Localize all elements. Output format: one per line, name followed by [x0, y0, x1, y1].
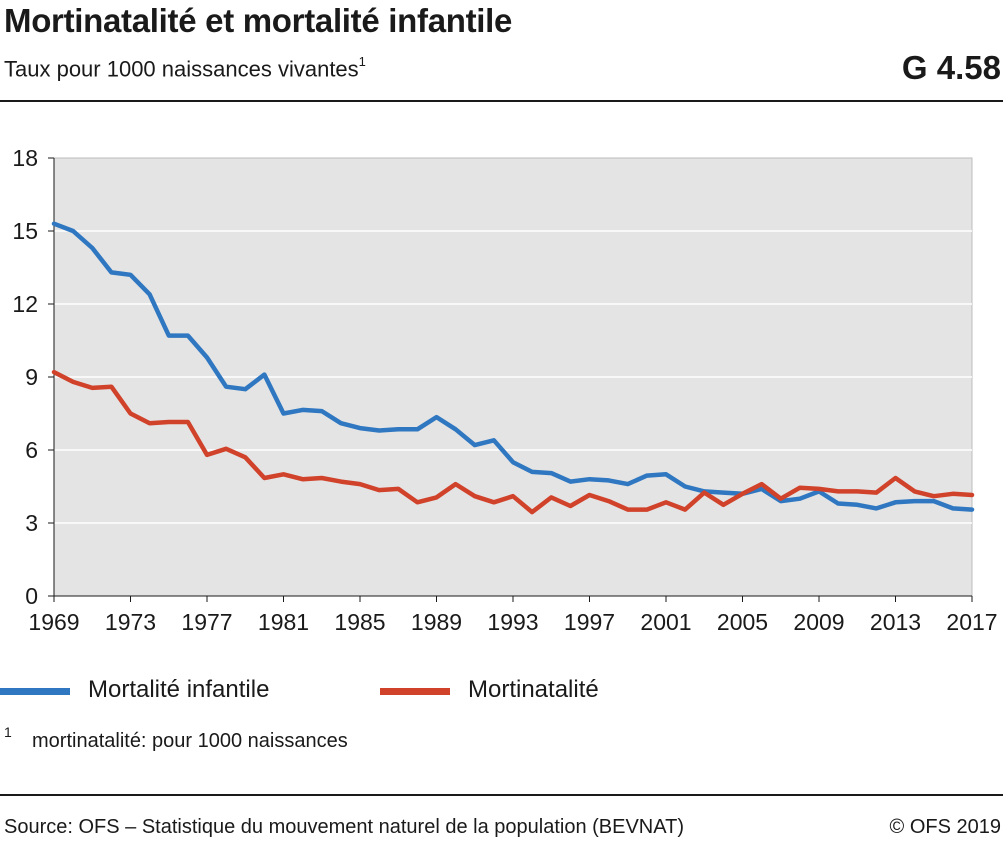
series-line-stillbirth — [51, 369, 975, 515]
legend-swatch-stillbirth — [380, 688, 450, 695]
x-tick-label: 2001 — [640, 609, 691, 635]
x-tick-label: 1997 — [564, 609, 615, 635]
x-tick-label: 1989 — [411, 609, 462, 635]
y-tick-label: 18 — [12, 145, 38, 171]
chart-subtitle: Taux pour 1000 naissances vivantes1 — [4, 54, 366, 82]
x-tick-label: 2013 — [870, 609, 921, 635]
x-tick-label: 1973 — [105, 609, 156, 635]
x-tick-label: 2017 — [946, 609, 997, 635]
header-divider — [0, 100, 1003, 102]
legend-label-stillbirth: Mortinatalité — [468, 676, 599, 703]
legend-swatch-infant — [0, 688, 70, 695]
subtitle-text: Taux pour 1000 naissances vivantes — [4, 56, 359, 82]
x-tick-label: 1969 — [28, 609, 79, 635]
chart-code: G 4.58 — [901, 49, 1001, 86]
footnote-mark: 1 — [4, 724, 12, 740]
x-tick-label: 1985 — [334, 609, 385, 635]
x-tick-label: 2009 — [793, 609, 844, 635]
legend-label-infant: Mortalité infantile — [88, 676, 270, 703]
footer-divider — [0, 794, 1003, 796]
y-tick-label: 9 — [25, 364, 38, 390]
copyright: © OFS 2019 — [889, 816, 1001, 838]
subtitle-note-marker: 1 — [358, 54, 366, 69]
x-tick-label: 1993 — [487, 609, 538, 635]
y-tick-label: 3 — [25, 510, 38, 536]
footnote-text: mortinatalité: pour 1000 naissances — [32, 730, 348, 752]
source-note: Source: OFS – Statistique du mouvement n… — [4, 816, 684, 838]
x-tick-label: 2005 — [717, 609, 768, 635]
y-tick-label: 0 — [25, 583, 38, 609]
line-chart: 0 3 6 9 12 15 18 1969 1973 1977 1981 1985 1989 1993 19… — [12, 145, 997, 635]
y-tick-label: 12 — [12, 291, 38, 317]
series-line-infant-mortality — [51, 221, 975, 512]
y-tick-label: 15 — [12, 218, 38, 244]
y-tick-label: 6 — [25, 437, 38, 463]
x-tick-label: 1977 — [181, 609, 232, 635]
x-tick-label: 1981 — [258, 609, 309, 635]
chart-title: Mortinatalité et mortalité infantile — [4, 2, 513, 39]
